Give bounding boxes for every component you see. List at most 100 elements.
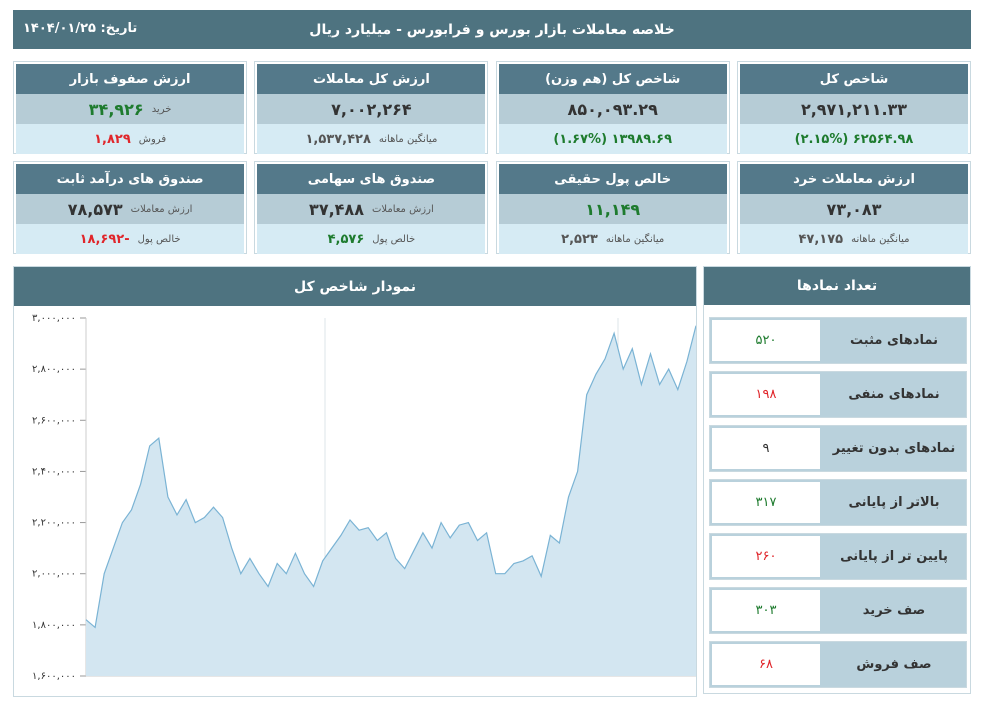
card-title-row: صندوق های سهامی: [257, 164, 486, 194]
card-title-row: شاخص کل (هم وزن): [498, 64, 727, 94]
chart: ۱,۶۰۰,۰۰۰ ۱,۸۰۰,۰۰۰ ۲,۰۰۰,۰۰۰ ۲,۲۰۰,۰۰۰ ۲,۴۰…: [32, 313, 696, 682]
symbol-row: صف فروش ۶۸: [709, 641, 967, 688]
card-title-row: شاخص کل: [740, 64, 968, 94]
symbol-label: نمادهای مثبت: [850, 333, 938, 348]
card-title: شاخص کل: [819, 71, 889, 87]
chart-header: نمودار شاخص کل: [14, 267, 696, 306]
card-title-row: ارزش کل معاملات: [257, 64, 486, 94]
symbol-row: صف خرید ۳۰۳: [709, 587, 967, 634]
card-sub-row: فروش ۱,۸۲۹: [16, 124, 245, 154]
symbol-value: ۳۱۷: [712, 482, 820, 523]
card-sub-row: میانگین ماهانه ۲,۵۲۳: [498, 224, 727, 254]
stat-card: شاخص کل ۲,۹۷۱,۲۱۱.۳۳ ۶۲۵۶۴.۹۸ (۲.۱۵%): [737, 61, 971, 154]
sub-value: ۲,۵۲۳: [561, 231, 598, 247]
stat-card: صندوق های درآمد ثابت ارزش معاملات ۷۸,۵۷۳ خا…: [13, 161, 248, 254]
y-tick-label: ۱,۶۰۰,۰۰۰: [32, 671, 76, 682]
sub-value: ۴۷,۱۷۵: [798, 231, 844, 247]
stat-card: خالص پول حقیقی ۱۱,۱۴۹ میانگین ماهانه ۲,۵۲۳: [495, 161, 730, 254]
card-sub-row: خالص پول ۴,۵۷۶: [257, 224, 486, 254]
card-value: ۷۸,۵۷۳: [67, 199, 123, 219]
card-title: خالص پول حقیقی: [554, 171, 672, 187]
symbol-label: صف خرید: [862, 603, 926, 618]
card-sub-row: ۱۳۹۸۹.۶۹ (۱.۶۷%): [498, 124, 727, 154]
sub-value: -۱۸,۶۹۲: [79, 231, 130, 247]
symbol-row: پایین تر از پایانی ۲۶۰: [709, 533, 967, 580]
sub-label: فروش: [138, 133, 167, 145]
card-value-row: ۸۵۰,۰۹۳.۲۹: [498, 94, 727, 124]
symbol-row: بالاتر از پایانی ۳۱۷: [709, 479, 967, 526]
value-label: ارزش معاملات: [130, 203, 193, 215]
sub-label: میانگین ماهانه: [605, 233, 665, 245]
card-value: ۷,۰۰۲,۲۶۴: [331, 99, 412, 119]
sub-label: میانگین ماهانه: [378, 133, 438, 145]
card-value: ۸۵۰,۰۹۳.۲۹: [567, 99, 658, 119]
sub-label: میانگین ماهانه: [851, 233, 910, 245]
card-value-row: ۷۳,۰۸۳: [740, 194, 968, 224]
card-title: ارزش معاملات خرد: [793, 171, 915, 187]
symbols-title: تعداد نمادها: [796, 278, 878, 294]
symbol-value: ۹: [712, 428, 820, 469]
sub-value: ۶۲۵۶۴.۹۸ (۲.۱۵%): [794, 131, 914, 147]
card-value: ۳۷,۴۸۸: [309, 199, 364, 219]
card-value: ۳۴,۹۲۶: [88, 99, 144, 119]
card-value: ۱۱,۱۴۹: [585, 199, 641, 219]
area-fill: [86, 325, 696, 676]
sub-label: خالص پول: [137, 233, 181, 245]
card-sub-row: میانگین ماهانه ۱,۵۳۷,۴۲۸: [257, 124, 486, 154]
card-title-row: ارزش معاملات خرد: [740, 164, 968, 194]
chart-panel: نمودار شاخص کل ۱,۶۰۰,۰۰۰ ۱,۸۰۰,۰۰۰ ۲,۰۰۰,۰…: [13, 266, 697, 697]
header-date: تاریخ: ۱۴۰۴/۰۱/۲۵: [23, 21, 138, 36]
chart-title: نمودار شاخص کل: [293, 278, 417, 295]
y-tick-label: ۲,۲۰۰,۰۰۰: [32, 518, 76, 529]
symbol-row: نمادهای منفی ۱۹۸: [709, 371, 967, 418]
card-value-row: ۲,۹۷۱,۲۱۱.۳۳: [740, 94, 968, 124]
symbols-header: تعداد نمادها: [704, 267, 970, 305]
symbol-label: نمادهای بدون تغییر: [832, 441, 956, 456]
value-label: ارزش معاملات: [371, 203, 434, 215]
stat-card: ارزش صفوف بازار خرید ۳۴,۹۲۶ فروش ۱,۸۲۹: [13, 61, 248, 154]
y-tick-label: ۲,۸۰۰,۰۰۰: [32, 364, 76, 375]
symbol-label: بالاتر از پایانی: [848, 495, 940, 510]
card-sub-row: میانگین ماهانه ۴۷,۱۷۵: [740, 224, 968, 254]
card-value-row: خرید ۳۴,۹۲۶: [16, 94, 245, 124]
symbol-value: ۳۰۳: [712, 590, 820, 631]
symbol-label: صف فروش: [856, 657, 932, 672]
y-tick-label: ۲,۰۰۰,۰۰۰: [32, 569, 76, 580]
card-sub-row: خالص پول -۱۸,۶۹۲: [16, 224, 245, 254]
symbol-value: ۵۲۰: [712, 320, 820, 361]
stat-card: ارزش معاملات خرد ۷۳,۰۸۳ میانگین ماهانه ۴۷,۱…: [737, 161, 971, 254]
stat-card: صندوق های سهامی ارزش معاملات ۳۷,۴۸۸ خالص پو…: [254, 161, 489, 254]
symbol-label: پایین تر از پایانی: [840, 549, 948, 564]
card-value-row: ۱۱,۱۴۹: [498, 194, 727, 224]
card-value: ۷۳,۰۸۳: [826, 199, 882, 219]
value-label: خرید: [151, 103, 172, 115]
card-title: شاخص کل (هم وزن): [545, 71, 681, 87]
symbol-value: ۲۶۰: [712, 536, 820, 577]
y-tick-label: ۳,۰۰۰,۰۰۰: [32, 313, 76, 324]
area-line: [85, 325, 696, 629]
symbol-label: نمادهای منفی: [848, 387, 940, 402]
sub-value: ۱,۸۲۹: [94, 131, 131, 147]
card-title: صندوق های سهامی: [307, 171, 436, 187]
card-title-row: صندوق های درآمد ثابت: [16, 164, 245, 194]
card-value-row: ارزش معاملات ۳۷,۴۸۸: [257, 194, 486, 224]
sub-value: ۱۳۹۸۹.۶۹ (۱.۶۷%): [553, 131, 673, 147]
card-value-row: ۷,۰۰۲,۲۶۴: [257, 94, 486, 124]
card-title: صندوق های درآمد ثابت: [56, 171, 204, 187]
sub-value: ۴,۵۷۶: [327, 231, 365, 247]
header-title: خلاصه معاملات بازار بورس و فرابورس - میل…: [309, 21, 675, 38]
sub-label: خالص پول: [372, 233, 416, 245]
symbol-row: نمادهای بدون تغییر ۹: [709, 425, 967, 472]
card-value: ۲,۹۷۱,۲۱۱.۳۳: [800, 99, 908, 119]
y-tick-label: ۲,۴۰۰,۰۰۰: [32, 466, 76, 477]
y-tick-label: ۲,۶۰۰,۰۰۰: [32, 415, 76, 426]
symbol-value: ۱۹۸: [712, 374, 820, 415]
card-title: ارزش کل معاملات: [312, 71, 430, 87]
stat-card: ارزش کل معاملات ۷,۰۰۲,۲۶۴ میانگین ماهانه ۱,…: [254, 61, 489, 154]
card-title-row: ارزش صفوف بازار: [16, 64, 245, 94]
card-title: ارزش صفوف بازار: [69, 71, 191, 87]
symbols-panel: تعداد نمادها نمادهای مثبت ۵۲۰ نمادهای منفی…: [703, 266, 971, 694]
stat-card: شاخص کل (هم وزن) ۸۵۰,۰۹۳.۲۹ ۱۳۹۸۹.۶۹ (۱.۶۷…: [495, 61, 730, 154]
header-bar: خلاصه معاملات بازار بورس و فرابورس - میل…: [13, 10, 971, 49]
